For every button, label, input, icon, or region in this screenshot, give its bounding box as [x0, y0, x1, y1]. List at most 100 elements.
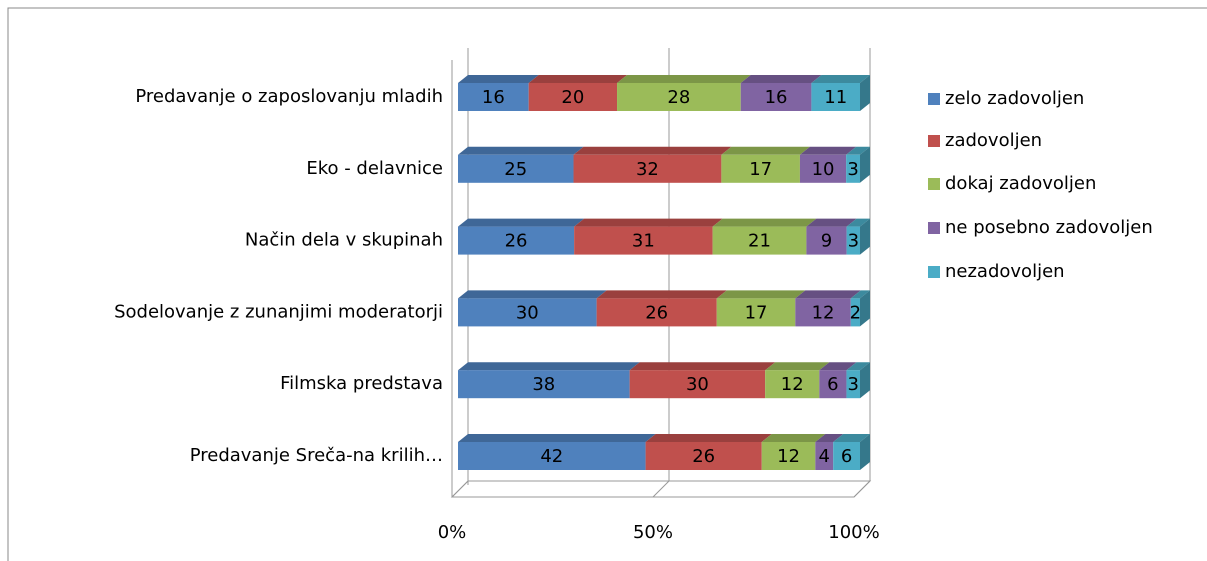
- bar: [645, 442, 762, 470]
- bar-top: [846, 218, 870, 227]
- bar-side: [860, 75, 870, 111]
- bar-top: [528, 75, 628, 83]
- bar: [458, 298, 597, 327]
- data-label: 4: [819, 446, 830, 467]
- bar-top: [846, 362, 870, 371]
- data-label: 3: [847, 374, 858, 395]
- bar: [721, 154, 800, 183]
- bar: [846, 154, 860, 183]
- data-label: 26: [692, 446, 715, 467]
- data-label: 30: [686, 374, 709, 395]
- data-label: 2: [850, 302, 861, 323]
- bar: [811, 83, 860, 111]
- data-label: 6: [827, 374, 838, 395]
- data-label: 9: [821, 231, 832, 252]
- bar: [819, 370, 847, 399]
- bar: [795, 298, 851, 327]
- bar-top: [574, 218, 723, 227]
- data-label: 16: [765, 87, 788, 108]
- bar: [712, 226, 807, 255]
- bar-top: [819, 362, 857, 371]
- data-label: 3: [848, 231, 859, 252]
- bar: [761, 442, 816, 470]
- bar-top: [761, 434, 826, 442]
- y-tick-label: Predavanje o zaposlovanju mladih: [135, 86, 443, 107]
- legend-label: zadovoljen: [945, 130, 1042, 151]
- bar-top: [596, 290, 727, 299]
- data-label: 38: [532, 374, 555, 395]
- bar-top: [833, 434, 870, 442]
- data-label: 17: [749, 159, 772, 180]
- bar: [458, 226, 575, 255]
- legend-label: dokaj zadovoljen: [945, 173, 1096, 194]
- bar: [528, 83, 618, 111]
- bar: [458, 83, 529, 111]
- bar-top: [811, 75, 870, 83]
- y-tick-label: Sodelovanje z zunanjimi moderatorji: [114, 301, 443, 322]
- data-label: 31: [632, 231, 655, 252]
- bar: [629, 370, 766, 399]
- grid-line: [652, 48, 670, 498]
- bar-top: [458, 434, 656, 442]
- bar: [846, 370, 860, 399]
- bar: [458, 442, 646, 470]
- bar: [574, 226, 713, 255]
- data-label: 25: [504, 159, 527, 180]
- data-label: 26: [645, 302, 668, 323]
- bar: [850, 298, 860, 327]
- data-label: 21: [748, 231, 771, 252]
- bar-top: [716, 290, 806, 299]
- data-label: 32: [636, 159, 659, 180]
- bar-top: [806, 218, 857, 227]
- bar-top: [846, 146, 870, 155]
- grid-line: [451, 48, 469, 498]
- bar-top: [458, 362, 640, 371]
- data-label: 6: [841, 446, 852, 467]
- bar-side: [860, 290, 870, 327]
- bar: [833, 442, 860, 470]
- bar-side: [860, 434, 870, 470]
- data-label: 10: [812, 159, 835, 180]
- bar-top: [721, 146, 810, 155]
- bar-top: [629, 362, 776, 371]
- bar-top: [458, 146, 584, 155]
- data-label: 3: [847, 159, 858, 180]
- bar-side: [860, 362, 870, 399]
- bar: [458, 154, 574, 183]
- bar-top: [617, 75, 751, 83]
- data-label: 16: [482, 87, 505, 108]
- bar: [573, 154, 722, 183]
- bar-top: [740, 75, 822, 83]
- bar: [458, 370, 630, 399]
- legend-swatch: [928, 93, 940, 105]
- y-tick-label: Filmska predstava: [280, 373, 443, 394]
- legend-swatch: [928, 266, 940, 278]
- bar-top: [573, 146, 732, 155]
- bar: [740, 83, 812, 111]
- data-label: 26: [505, 231, 528, 252]
- bar-top: [458, 290, 607, 299]
- bar: [596, 298, 717, 327]
- bar-top: [645, 434, 772, 442]
- bar: [617, 83, 741, 111]
- x-tick-label: 100%: [828, 522, 879, 543]
- data-label: 42: [540, 446, 563, 467]
- bar-top: [795, 290, 861, 299]
- bar-side: [860, 146, 870, 183]
- bar-top: [765, 362, 830, 371]
- bar: [846, 226, 860, 255]
- y-tick-label: Predavanje Sreča-na krilih…: [190, 445, 443, 466]
- bar-side: [860, 218, 870, 255]
- data-label: 17: [745, 302, 768, 323]
- legend-swatch: [928, 135, 940, 147]
- legend-swatch: [928, 178, 940, 190]
- bar-top: [458, 75, 539, 83]
- bar: [806, 226, 847, 255]
- bar-top: [850, 290, 870, 299]
- grid-line: [853, 48, 871, 498]
- y-tick-label: Eko - delavnice: [306, 158, 443, 179]
- legend-label: ne posebno zadovoljen: [945, 217, 1153, 238]
- data-label: 12: [781, 374, 804, 395]
- bar-top: [458, 218, 585, 227]
